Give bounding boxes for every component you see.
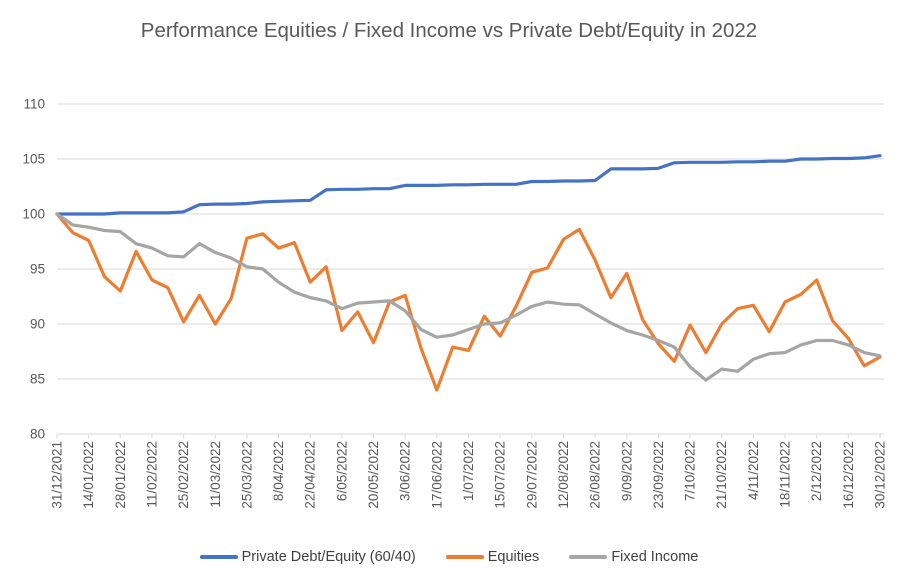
x-axis-label: 9/09/2022 [619,441,634,501]
y-axis-label: 90 [30,317,45,332]
x-axis-label: 6/05/2022 [334,441,349,501]
x-axis-label: 31/12/2021 [50,441,65,509]
x-axis-label: 22/04/2022 [303,441,318,509]
y-axis-label: 95 [30,262,45,277]
x-axis-label: 17/06/2022 [429,441,444,509]
chart-title: Performance Equities / Fixed Income vs P… [140,19,758,42]
x-axis-label: 30/12/2022 [873,441,888,509]
series-line-private-debt-equity-60-40[interactable] [55,154,882,216]
y-axis-label: 105 [22,152,45,167]
x-axis-label: 1/07/2022 [461,441,476,501]
x-axis-label: 8/04/2022 [271,441,286,501]
legend-line-swatch-orange [445,554,484,560]
x-axis-label: 28/01/2022 [113,441,128,509]
legend: Private Debt/Equity (60/40) Equities Fix… [0,549,898,565]
x-axis-label: 14/01/2022 [81,441,96,509]
x-axis-label: 23/09/2022 [651,441,666,509]
x-axis-label: 11/03/2022 [208,441,223,508]
y-axis-label: 80 [30,427,45,442]
x-axis-label: 16/12/2022 [841,441,856,509]
x-axis-label: 7/10/2022 [683,441,698,501]
legend-label: Private Debt/Equity (60/40) [241,549,416,565]
x-axis-label: 26/08/2022 [588,441,603,509]
legend-label: Fixed Income [611,549,699,565]
x-axis-label: 25/03/2022 [239,441,254,509]
legend-item-fixed-income[interactable]: Fixed Income [569,549,698,565]
x-axis-label: 21/10/2022 [714,441,729,509]
x-axis-label: 25/02/2022 [176,441,191,509]
x-axis-label: 20/05/2022 [366,441,381,509]
x-axis-label: 2/12/2022 [809,441,824,501]
y-axis-label: 100 [22,207,45,222]
legend-line-swatch-blue [199,554,238,560]
legend-item-private-debt-equity[interactable]: Private Debt/Equity (60/40) [199,549,416,565]
series-line-fixed-income[interactable] [55,212,882,382]
series-line-equities[interactable] [55,212,882,392]
y-axis-label: 110 [23,97,45,112]
x-axis-label: 12/08/2022 [556,441,571,509]
y-axis-label: 85 [30,372,45,387]
x-axis-label: 3/06/2022 [398,441,413,501]
x-axis-label: 15/07/2022 [493,441,508,509]
legend-item-equities[interactable]: Equities [445,549,540,565]
x-axis-label: 18/11/2022 [778,441,793,508]
legend-label: Equities [487,549,540,565]
x-axis-label: 11/02/2022 [144,441,159,508]
legend-line-swatch-gray [569,554,608,560]
x-axis-label: 29/07/2022 [524,441,539,509]
x-axis-label: 4/11/2022 [746,441,761,500]
